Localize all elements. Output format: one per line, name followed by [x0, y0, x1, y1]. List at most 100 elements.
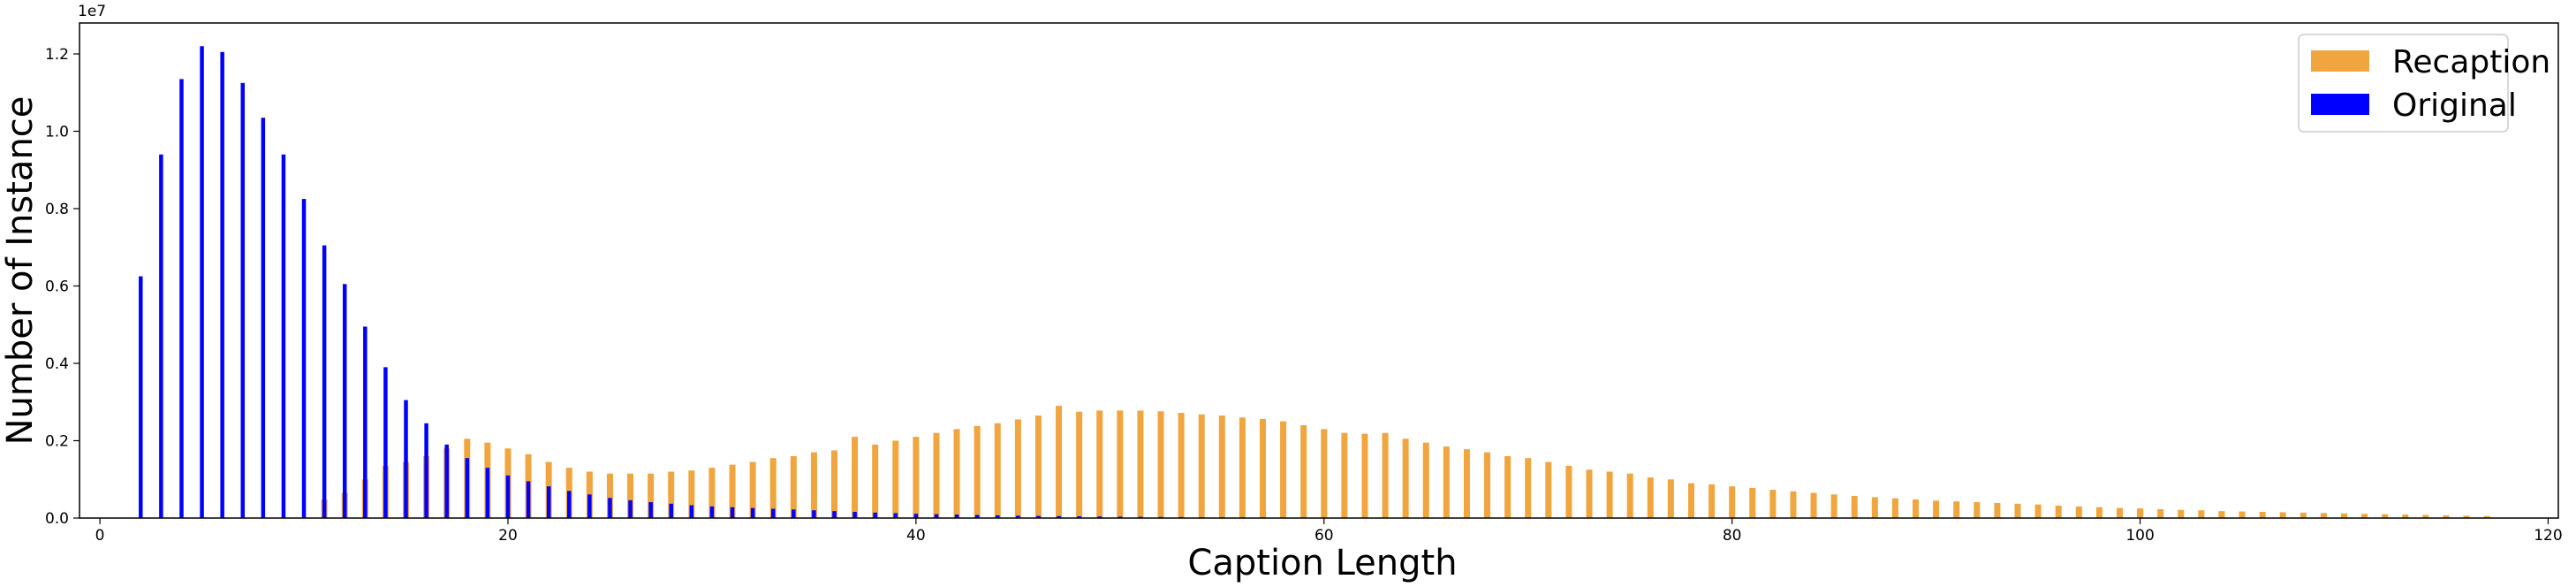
legend-label-recaption: Recaption — [2392, 44, 2550, 80]
recaption-bar — [831, 450, 837, 518]
x-tick-label: 40 — [906, 527, 926, 545]
recaption-bar — [2198, 510, 2205, 518]
recaption-bar — [2279, 512, 2286, 518]
original-bar — [628, 499, 633, 519]
original-bar — [812, 510, 816, 518]
recaption-bar — [872, 444, 879, 519]
recaption-bar — [1851, 496, 1858, 518]
recaption-bar — [2443, 515, 2450, 518]
legend-swatch-recaption — [2311, 50, 2369, 72]
recaption-bar — [1056, 406, 1063, 519]
original-bar — [505, 475, 511, 519]
y-tick-label: 1.0 — [45, 124, 69, 141]
recaption-bar — [668, 471, 675, 518]
original-bar — [240, 82, 246, 518]
y-offset-label: 1e7 — [78, 3, 106, 20]
recaption-bar — [2137, 508, 2144, 518]
y-axis-title: Number of Instance — [0, 96, 41, 446]
recaption-bars — [321, 406, 2490, 519]
original-bar — [444, 444, 449, 519]
y-tick-label: 0.4 — [45, 355, 69, 373]
recaption-bar — [1137, 410, 1144, 519]
recaption-bar — [1586, 469, 1593, 518]
original-bar — [179, 79, 184, 518]
recaption-bar — [1300, 425, 1307, 518]
recaption-bar — [1933, 500, 1940, 518]
original-bar — [913, 514, 919, 518]
original-bars — [139, 46, 1327, 519]
original-bar — [750, 507, 755, 519]
recaption-bar — [1484, 452, 1491, 519]
recaption-bar — [1871, 497, 1878, 519]
recaption-bar — [769, 458, 777, 518]
recaption-bar — [913, 437, 920, 519]
recaption-bar — [1034, 415, 1042, 518]
y-tick-label: 0.2 — [45, 433, 69, 451]
recaption-bar — [810, 452, 817, 519]
original-bar — [281, 154, 286, 518]
original-bar — [1097, 516, 1102, 518]
recaption-bar — [1626, 473, 1633, 518]
recaption-bar — [1729, 486, 1736, 519]
recaption-bar — [1994, 502, 2001, 518]
recaption-bar — [2402, 515, 2409, 518]
recaption-bar — [688, 470, 695, 518]
recaption-bar — [1463, 449, 1470, 519]
recaption-bar — [2259, 512, 2266, 518]
recaption-bar — [1687, 483, 1694, 519]
recaption-bar — [1769, 490, 1777, 518]
original-bar — [1118, 516, 1123, 518]
recaption-bar — [1545, 461, 1552, 518]
recaption-bar — [1830, 494, 1837, 518]
original-bar — [996, 515, 1000, 518]
x-tick-label: 120 — [2534, 527, 2562, 545]
original-bar — [526, 481, 531, 518]
original-bar — [363, 326, 367, 518]
recaption-bar — [2218, 511, 2225, 519]
recaption-bar — [1239, 417, 1246, 518]
recaption-bar — [2341, 513, 2348, 518]
original-bar — [546, 486, 551, 519]
y-axis-ticks: 0.0 0.2 0.4 0.6 0.8 1.0 1.2 — [45, 46, 80, 528]
original-bar — [934, 514, 939, 519]
recaption-bar — [1953, 501, 1960, 518]
recaption-bar — [2239, 511, 2246, 518]
original-bar — [1036, 515, 1041, 518]
recaption-bar — [2116, 507, 2123, 519]
original-bar — [587, 494, 592, 518]
recaption-bar — [2014, 503, 2021, 518]
y-tick-label: 0.0 — [45, 510, 69, 528]
recaption-bar — [1382, 432, 1389, 518]
recaption-bar — [2034, 504, 2042, 518]
recaption-bar — [1443, 446, 1450, 518]
recaption-bar — [729, 464, 736, 519]
recaption-bar — [1974, 502, 1981, 518]
original-bar — [485, 468, 490, 519]
recaption-bar — [2299, 512, 2307, 519]
original-bar — [322, 245, 327, 518]
x-tick-label: 60 — [1315, 527, 1334, 545]
recaption-bar — [1198, 414, 1205, 518]
recaption-bar — [933, 432, 940, 518]
recaption-bar — [974, 425, 981, 519]
y-tick-label: 1.2 — [45, 46, 69, 64]
recaption-bar — [1422, 442, 1429, 518]
original-bar — [301, 199, 307, 518]
recaption-bar — [708, 468, 716, 519]
original-bar — [792, 509, 796, 519]
recaption-bar — [2095, 507, 2102, 518]
recaption-bar — [1218, 415, 1225, 518]
recaption-bar — [1749, 487, 1756, 519]
recaption-bar — [1361, 433, 1368, 519]
original-bar — [159, 154, 163, 518]
original-bar — [424, 423, 428, 518]
recaption-bar — [2178, 509, 2185, 518]
recaption-bar — [2055, 506, 2062, 518]
recaption-bar — [1117, 410, 1124, 519]
original-bar — [832, 511, 837, 519]
original-bar — [139, 276, 143, 518]
original-bar — [873, 512, 877, 519]
recaption-bar — [1810, 492, 1817, 518]
recaption-bar — [1708, 484, 1716, 518]
